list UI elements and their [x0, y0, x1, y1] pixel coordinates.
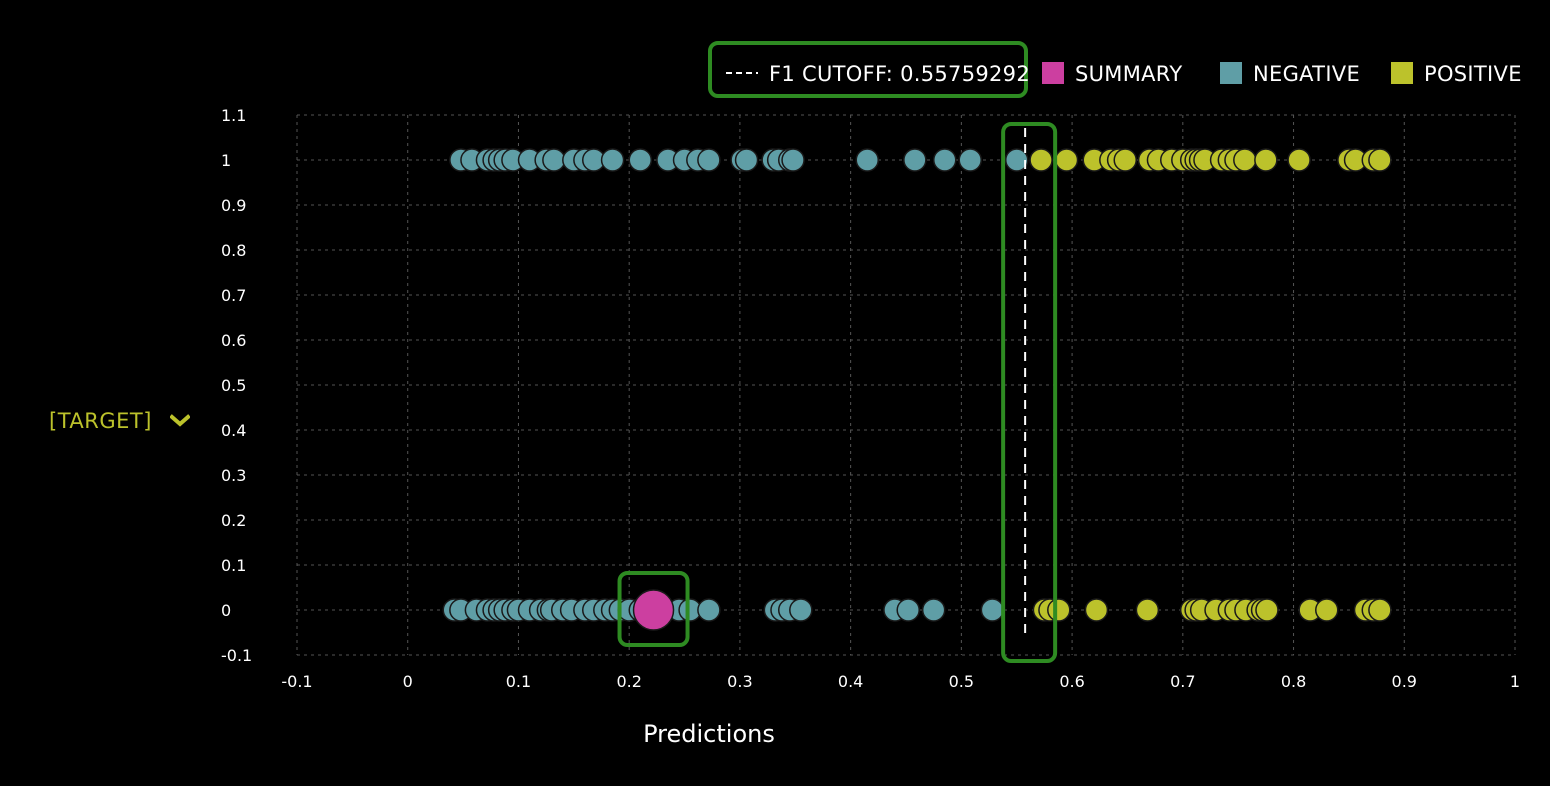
legend-swatch-negative	[1220, 62, 1242, 84]
tick-labels: -0.1 0 0.1 0.2 0.3 0.4 0.5 0.6 0.7 0.8 0.9 1 1.1 1 0.9…	[221, 106, 1520, 691]
y-tick-label: -0.1	[221, 646, 252, 665]
point-negative	[697, 148, 721, 172]
point-negative	[789, 598, 813, 622]
x-tick-label: 0.8	[1281, 672, 1306, 691]
highlight-boxes	[617, 122, 1058, 663]
point-negative	[980, 598, 1005, 622]
x-tick-label: 0.6	[1059, 672, 1084, 691]
point-negative	[600, 148, 625, 172]
y-tick-label: 0.7	[221, 286, 246, 305]
point-positive	[1233, 148, 1257, 172]
legend-label-positive: POSITIVE	[1424, 62, 1522, 86]
summary-highlight-box	[617, 571, 690, 647]
legend: F1 CUTOFF: 0.55759292 SUMMARY NEGATIVE P…	[708, 41, 1522, 98]
cutoff-highlight-box	[1001, 122, 1058, 663]
y-tick-label: 0.9	[221, 196, 246, 215]
legend-label-negative: NEGATIVE	[1253, 62, 1360, 86]
point-positive	[1315, 598, 1339, 622]
point-negative	[781, 148, 805, 172]
y-tick-label: 1	[221, 151, 231, 170]
x-tick-label: 0.3	[727, 672, 752, 691]
point-positive	[1135, 598, 1160, 622]
point-summary	[632, 589, 675, 631]
grid	[296, 114, 1516, 656]
y-tick-label: 0.5	[221, 376, 246, 395]
x-tick-label: 0.4	[838, 672, 863, 691]
y-axis-selector[interactable]: [TARGET]	[49, 409, 190, 433]
point-negative	[1004, 148, 1029, 172]
y-tick-label: 0.4	[221, 421, 246, 440]
point-positive	[1368, 148, 1392, 172]
y-tick-label: 0.8	[221, 241, 246, 260]
chevron-down-icon	[169, 414, 190, 427]
x-tick-label: 0.2	[616, 672, 641, 691]
legend-cutoff-label: F1 CUTOFF: 0.55759292	[769, 62, 1030, 86]
point-positive	[1255, 598, 1279, 622]
point-positive	[1029, 148, 1053, 172]
point-positive	[1368, 598, 1392, 622]
x-tick-label: 0.1	[506, 672, 531, 691]
y-tick-label: 0.2	[221, 511, 246, 530]
point-negative	[933, 148, 957, 172]
legend-label-summary: SUMMARY	[1075, 62, 1182, 86]
point-negative	[697, 598, 721, 622]
point-negative	[921, 598, 946, 622]
point-positive	[1047, 598, 1071, 622]
point-negative	[896, 598, 920, 622]
point-negative	[628, 148, 653, 172]
point-negative	[903, 148, 927, 172]
y-tick-label: 0.6	[221, 331, 246, 350]
y-axis-selector-label: [TARGET]	[49, 409, 152, 433]
point-positive	[1287, 148, 1311, 172]
legend-cutoff-highlight-box	[708, 41, 1028, 98]
point-positive	[1254, 148, 1278, 172]
point-negative	[734, 148, 759, 172]
x-tick-label: 0.9	[1392, 672, 1417, 691]
x-tick-label: 0	[403, 672, 413, 691]
legend-swatch-summary	[1042, 62, 1064, 84]
x-axis-title: Predictions	[643, 720, 775, 748]
point-positive	[1113, 148, 1137, 172]
x-tick-label: 1	[1510, 672, 1520, 691]
y-tick-label: 0.1	[221, 556, 246, 575]
legend-swatch-positive	[1391, 62, 1413, 84]
y-tick-label: 0.3	[221, 466, 246, 485]
x-tick-label: -0.1	[281, 672, 312, 691]
data-points	[442, 148, 1392, 631]
x-tick-label: 0.7	[1170, 672, 1195, 691]
point-negative	[542, 148, 566, 172]
x-tick-label: 0.5	[949, 672, 974, 691]
point-positive	[1084, 598, 1109, 622]
y-tick-label: 1.1	[221, 106, 246, 125]
point-negative	[958, 148, 982, 172]
point-negative	[855, 148, 879, 172]
y-tick-label: 0	[221, 601, 231, 620]
point-positive	[1054, 148, 1079, 172]
